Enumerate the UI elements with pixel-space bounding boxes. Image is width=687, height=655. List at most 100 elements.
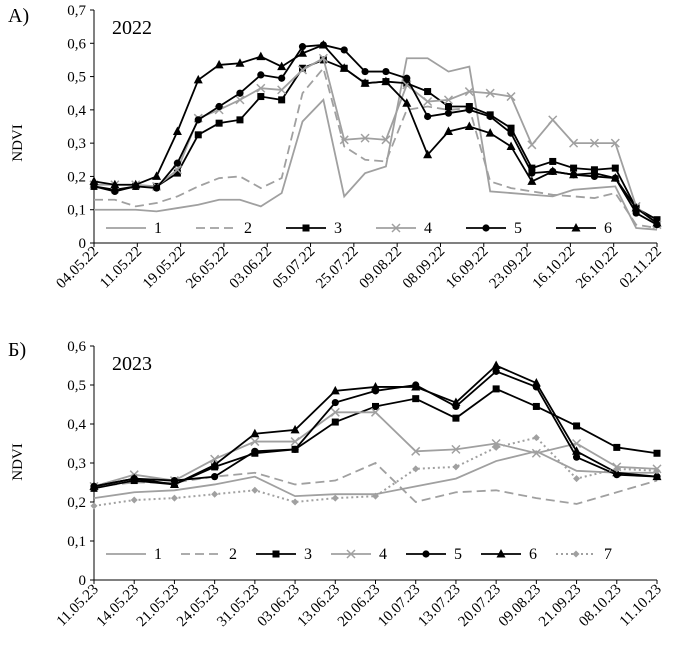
series-3-point <box>653 449 661 457</box>
series-6-point <box>531 378 541 387</box>
series-1-group <box>94 57 658 231</box>
series-5-point <box>278 74 286 82</box>
series-2-line <box>93 461 658 505</box>
panel-a-2022: А) NDVI 2022 00,10,20,30,40,50,60,704.05… <box>8 3 665 292</box>
series-6-point <box>339 63 349 72</box>
y-tick-label: 0,2 <box>67 169 86 185</box>
series-4-point <box>610 138 620 148</box>
series-5-point <box>257 71 265 79</box>
series-2-line <box>94 66 658 229</box>
series-6-point <box>631 203 641 212</box>
series-4-point <box>464 87 474 97</box>
series-4-point <box>235 95 245 105</box>
x-tick-label: 31.05.23 <box>214 582 262 630</box>
legend-label-7: 7 <box>604 546 612 563</box>
series-5-point <box>215 102 223 111</box>
series-3-point <box>613 443 621 451</box>
x-tick-label: 08.10.23 <box>576 582 624 630</box>
series-6-point <box>506 141 516 150</box>
series-6-point <box>371 381 380 391</box>
y-tick-label: 0,6 <box>67 339 86 355</box>
x-tick-label: 20.07.23 <box>456 582 504 630</box>
legend-label-1: 1 <box>154 220 162 237</box>
series-5-point <box>492 367 500 375</box>
series-6-point <box>290 424 300 434</box>
legend-item-4: 4 <box>331 546 387 563</box>
series-6-point <box>277 61 287 71</box>
series-3-point <box>528 164 536 172</box>
x-tick-label: 20.06.23 <box>335 582 383 630</box>
x-tick-label: 05.07.22 <box>270 244 318 292</box>
legend-label-4: 4 <box>379 546 387 563</box>
series-6-point <box>451 397 461 407</box>
series-6-point <box>89 481 99 490</box>
series-5-point <box>173 159 182 167</box>
series-4-point <box>443 95 454 105</box>
series-6-point <box>381 76 391 86</box>
series-7-point <box>492 443 500 451</box>
series-4-point <box>506 92 516 102</box>
series-6-point <box>235 58 245 67</box>
series-5-point <box>111 187 119 196</box>
series-6-point <box>214 59 224 69</box>
legend-label-2: 2 <box>229 546 237 563</box>
legend-label-5: 5 <box>514 220 522 237</box>
series-7-point <box>412 465 420 473</box>
series-5-point <box>251 447 259 455</box>
series-6-point <box>485 128 495 137</box>
series-3-point <box>412 395 420 403</box>
legend-item-1: 1 <box>106 546 162 563</box>
series-7-point <box>331 494 339 502</box>
series-6-point <box>131 179 141 189</box>
series-6-point <box>360 78 370 87</box>
x-tick-label: 21.05.23 <box>134 582 182 630</box>
legend-label-3: 3 <box>304 546 312 563</box>
series-4-point <box>297 65 308 75</box>
series-4-point <box>256 83 266 93</box>
series-3-point <box>507 124 515 132</box>
x-tick-label: 11.05.22 <box>97 244 145 292</box>
series-5-point <box>331 398 339 407</box>
series-3-point <box>257 93 265 101</box>
legend-marker-5 <box>422 550 430 558</box>
legend-item-2: 2 <box>181 546 237 563</box>
x-tick-label: 26.05.22 <box>183 244 231 292</box>
series-3-point <box>570 164 578 172</box>
x-tick-label: 24.05.23 <box>174 582 222 630</box>
series-4-point <box>411 446 421 456</box>
series-6-point <box>193 74 203 84</box>
y-tick-label: 0,4 <box>67 103 86 119</box>
series-6-point <box>589 168 599 177</box>
series-6-point <box>411 381 421 391</box>
series-5-point <box>444 109 453 117</box>
series-4-point <box>381 135 391 145</box>
series-3-point <box>194 131 202 139</box>
series-7-point <box>90 502 98 510</box>
series-6-line <box>93 43 658 224</box>
x-tick-label: 14.05.23 <box>94 582 142 630</box>
series-6-point <box>443 126 453 135</box>
series-4-point <box>527 140 537 150</box>
legend-marker-7 <box>572 550 580 558</box>
series-3-point <box>611 164 619 172</box>
x-tick-label: 21.09.23 <box>536 582 584 630</box>
series-3-point <box>403 79 411 87</box>
series-4-point <box>370 407 381 417</box>
series-4-point <box>318 53 328 63</box>
series-6-point <box>210 459 220 469</box>
legend-marker-4 <box>346 549 356 559</box>
series-5-point <box>507 129 515 137</box>
series-3-point <box>492 385 500 393</box>
x-tick-label: 25.07.22 <box>313 244 361 292</box>
legend-item-3: 3 <box>286 220 342 237</box>
x-tick-label: 03.06.22 <box>227 244 275 292</box>
panel-a-title: 2022 <box>112 17 152 39</box>
legend-item-3: 3 <box>256 546 312 563</box>
series-6-point <box>464 121 474 130</box>
series-6-point <box>129 473 139 483</box>
y-tick-label: 0,6 <box>67 36 86 52</box>
series-7-point <box>452 463 460 471</box>
series-6-point <box>172 126 182 135</box>
series-3-point <box>372 402 379 410</box>
legend-label-5: 5 <box>454 546 462 563</box>
